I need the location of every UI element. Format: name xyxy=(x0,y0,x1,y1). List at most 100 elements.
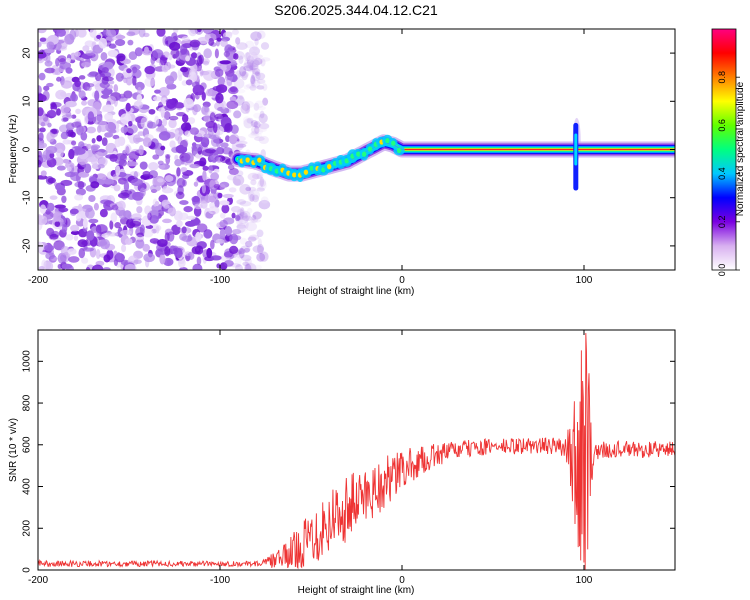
noise-blob xyxy=(254,100,264,109)
noise-blob xyxy=(89,29,97,38)
noise-blob xyxy=(180,122,192,132)
noise-blob xyxy=(61,223,68,234)
noise-blob xyxy=(252,121,260,128)
noise-blob xyxy=(103,178,115,185)
noise-blob xyxy=(214,199,220,209)
noise-blob xyxy=(242,217,247,225)
snr-line xyxy=(38,333,675,570)
noise-blob xyxy=(128,151,140,161)
noise-blob xyxy=(137,86,142,97)
noise-blob xyxy=(243,84,251,90)
noise-blob xyxy=(183,97,194,109)
signal-blob-core xyxy=(292,172,297,178)
signal-blob-core xyxy=(257,157,262,163)
signal-blob-core xyxy=(245,157,250,163)
noise-blob xyxy=(98,121,108,132)
noise-blob xyxy=(49,152,55,159)
noise-blob xyxy=(148,108,156,115)
noise-blob xyxy=(71,140,77,146)
snr-ytick-label: 400 xyxy=(22,478,33,495)
noise-blob xyxy=(249,46,260,56)
colorbar-tick-label: 0.2 xyxy=(717,216,727,229)
noise-blob xyxy=(81,61,92,68)
noise-blob xyxy=(66,57,71,63)
colorbar-label: Normalized spectral amplitude xyxy=(735,81,746,216)
noise-blob xyxy=(262,97,269,106)
noise-blob xyxy=(155,225,160,234)
noise-blob xyxy=(252,172,265,177)
noise-blob xyxy=(113,84,119,93)
noise-blob xyxy=(209,112,216,123)
noise-blob xyxy=(202,29,215,35)
noise-blob xyxy=(159,54,167,66)
noise-blob xyxy=(156,29,166,37)
noise-blob xyxy=(212,122,218,134)
noise-blob xyxy=(245,40,255,49)
noise-blob xyxy=(255,72,266,80)
noise-blob xyxy=(183,152,194,164)
noise-blob xyxy=(176,177,186,188)
noise-blob xyxy=(107,49,119,58)
spectrogram-ytick-label: 0 xyxy=(22,146,33,152)
noise-blob xyxy=(98,156,108,167)
noise-blob xyxy=(251,61,256,73)
noise-blob xyxy=(104,112,114,121)
noise-blob xyxy=(38,241,44,253)
noise-blob xyxy=(88,218,99,224)
noise-blob xyxy=(221,100,227,110)
noise-blob xyxy=(257,238,262,248)
noise-blob xyxy=(77,239,88,248)
noise-blob xyxy=(192,104,202,113)
noise-blob xyxy=(164,246,171,257)
noise-blob xyxy=(240,210,251,221)
noise-blob xyxy=(49,233,59,240)
noise-blob xyxy=(217,76,226,87)
spectrogram-xtick-label: 0 xyxy=(399,275,405,286)
noise-blob xyxy=(138,145,144,156)
noise-blob xyxy=(187,117,196,125)
noise-blob xyxy=(156,239,168,247)
noise-blob xyxy=(174,102,185,109)
noise-blob xyxy=(142,49,153,56)
snr-ytick-label: 800 xyxy=(22,394,33,411)
noise-blob xyxy=(234,255,242,266)
noise-blob xyxy=(250,51,258,61)
noise-blob xyxy=(149,184,161,192)
noise-blob xyxy=(94,90,100,102)
noise-blob xyxy=(248,186,257,192)
noise-blob xyxy=(247,172,259,181)
noise-blob xyxy=(46,202,55,212)
noise-blob xyxy=(251,67,261,75)
noise-blob xyxy=(56,29,66,37)
signal-blob-core xyxy=(303,169,309,175)
noise-blob xyxy=(248,262,254,270)
noise-blob xyxy=(54,221,61,228)
noise-blob xyxy=(252,194,260,203)
noise-blob xyxy=(219,60,231,65)
noise-blob xyxy=(236,199,247,205)
noise-blob xyxy=(238,247,245,259)
noise-blob xyxy=(256,172,264,180)
noise-blob xyxy=(46,110,57,119)
noise-blob xyxy=(126,161,138,167)
noise-blob xyxy=(234,214,241,222)
noise-blob xyxy=(60,80,73,89)
noise-blob xyxy=(76,213,82,222)
noise-blob xyxy=(43,85,50,91)
noise-blob xyxy=(108,80,115,85)
spectrogram-ylabel: Frequency (Hz) xyxy=(8,115,19,184)
noise-blob xyxy=(245,240,253,248)
noise-blob xyxy=(238,55,244,64)
noise-blob xyxy=(82,247,95,252)
noise-blob xyxy=(250,74,256,85)
noise-blob xyxy=(256,229,264,238)
colorbar-tick-label: 0.0 xyxy=(717,264,727,277)
noise-blob xyxy=(256,30,266,39)
noise-blob xyxy=(114,138,122,148)
noise-blob xyxy=(244,105,251,114)
noise-blob xyxy=(189,127,200,135)
noise-blob xyxy=(69,29,77,41)
noise-blob xyxy=(228,167,239,176)
